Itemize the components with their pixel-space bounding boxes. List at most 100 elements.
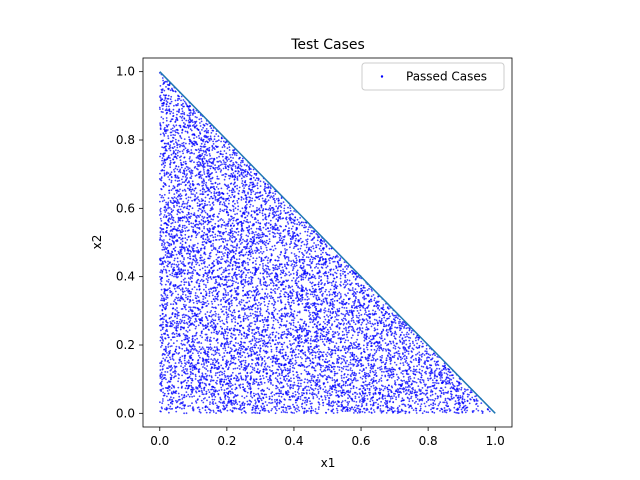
scatter-point: [373, 348, 376, 351]
scatter-point: [189, 306, 192, 309]
scatter-point: [178, 202, 180, 205]
scatter-point: [195, 390, 197, 393]
scatter-point: [262, 269, 265, 271]
scatter-point: [400, 327, 402, 330]
scatter-point: [307, 256, 310, 259]
scatter-point: [297, 280, 300, 283]
scatter-point: [292, 266, 295, 268]
scatter-point: [216, 234, 219, 237]
scatter-point: [172, 130, 174, 132]
scatter-point: [209, 154, 212, 157]
scatter-point: [200, 342, 203, 344]
scatter-point: [218, 371, 221, 374]
scatter-point: [168, 407, 171, 410]
scatter-point: [213, 392, 215, 395]
scatter-point: [198, 220, 201, 223]
scatter-point: [387, 390, 390, 393]
scatter-point: [210, 358, 213, 360]
scatter-point: [210, 127, 213, 130]
scatter-point: [202, 220, 205, 223]
scatter-point: [220, 256, 223, 258]
scatter-point: [230, 382, 232, 385]
scatter-point: [416, 365, 418, 367]
scatter-point: [211, 291, 214, 294]
scatter-point: [182, 102, 184, 105]
scatter-point: [317, 348, 320, 351]
scatter-point: [200, 139, 203, 141]
scatter-point: [300, 335, 303, 337]
scatter-point: [223, 287, 226, 290]
scatter-point: [230, 244, 233, 247]
scatter-point: [302, 345, 304, 348]
scatter-point: [166, 294, 169, 297]
scatter-point: [236, 202, 239, 204]
scatter-point: [363, 319, 366, 322]
scatter-point: [352, 387, 355, 389]
scatter-point: [372, 309, 374, 312]
scatter-point: [440, 372, 443, 374]
scatter-point: [185, 226, 188, 229]
scatter-point: [229, 409, 232, 411]
scatter-point: [168, 232, 170, 235]
scatter-point: [232, 402, 234, 405]
scatter-point: [251, 242, 254, 245]
scatter-point: [343, 376, 345, 379]
scatter-point: [201, 346, 204, 349]
scatter-point: [362, 385, 364, 388]
scatter-point: [314, 305, 317, 308]
scatter-point: [265, 334, 268, 336]
scatter-point: [199, 193, 202, 196]
scatter-point: [261, 288, 264, 291]
scatter-point: [383, 387, 386, 390]
scatter-point: [244, 313, 246, 316]
scatter-point: [192, 251, 195, 253]
scatter-point: [309, 400, 311, 403]
scatter-point: [165, 105, 168, 108]
scatter-point: [187, 126, 190, 129]
scatter-point: [229, 305, 231, 308]
scatter-point: [376, 348, 379, 350]
scatter-point: [364, 309, 367, 312]
scatter-point: [399, 324, 402, 327]
scatter-point: [332, 330, 334, 333]
scatter-point: [475, 402, 478, 405]
scatter-point: [224, 161, 227, 164]
scatter-point: [160, 406, 163, 409]
scatter-point: [216, 360, 219, 362]
scatter-point: [456, 380, 458, 383]
scatter-point: [375, 351, 377, 353]
scatter-point: [289, 387, 292, 390]
scatter-point: [304, 335, 306, 338]
scatter-point: [159, 410, 162, 412]
scatter-point: [384, 395, 386, 397]
scatter-point: [256, 304, 259, 307]
scatter-point: [416, 342, 418, 345]
scatter-point: [227, 316, 230, 318]
scatter-point: [313, 293, 316, 296]
scatter-point: [182, 366, 185, 369]
scatter-point: [229, 347, 232, 349]
scatter-point: [259, 340, 262, 342]
scatter-point: [163, 256, 165, 259]
scatter-point: [300, 362, 303, 364]
scatter-point: [395, 389, 398, 392]
scatter-point: [240, 299, 243, 301]
scatter-point: [292, 370, 294, 373]
scatter-point: [286, 320, 288, 323]
scatter-point: [277, 202, 280, 205]
scatter-point: [293, 377, 295, 380]
scatter-point: [432, 402, 435, 404]
scatter-point: [195, 236, 198, 239]
scatter-point: [325, 245, 328, 248]
scatter-point: [288, 322, 291, 324]
scatter-point: [424, 360, 426, 363]
scatter-point: [242, 383, 244, 386]
scatter-point: [244, 317, 247, 320]
scatter-point: [267, 257, 270, 259]
scatter-point: [284, 274, 286, 277]
scatter-point: [219, 320, 222, 323]
scatter-point: [406, 335, 408, 338]
scatter-point: [306, 230, 309, 233]
scatter-point: [255, 227, 258, 230]
scatter-point: [424, 405, 427, 408]
